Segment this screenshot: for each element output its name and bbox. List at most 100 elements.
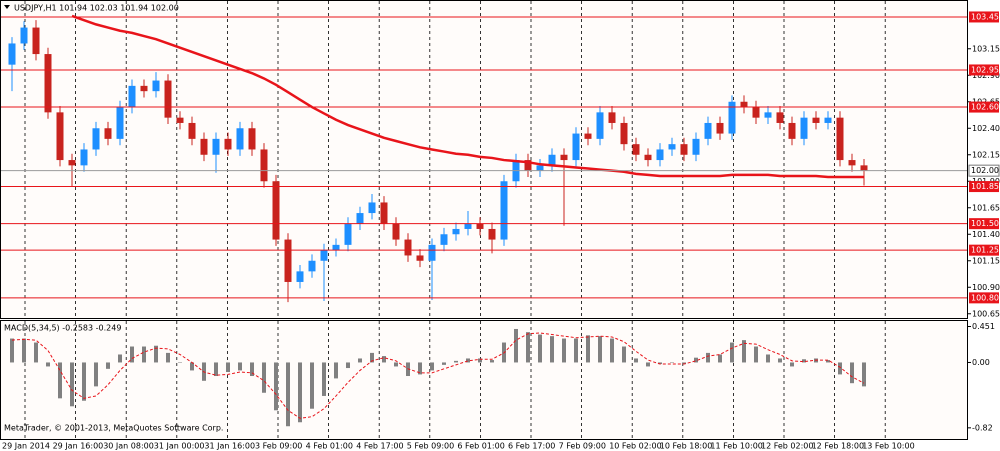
candle-body: [56, 112, 64, 161]
candle-body: [752, 107, 760, 118]
footer: MetaTrader, © 2001-2013, MetaQuotes Soft…: [4, 424, 223, 433]
x-tick-label: 31 Jan 00:00: [154, 442, 205, 451]
histogram-bar: [94, 362, 98, 387]
candle-body: [764, 112, 772, 118]
candle-body: [368, 202, 376, 214]
candle-body: [284, 239, 292, 282]
histogram-bar: [82, 362, 86, 401]
x-tick-label: 29 Jan 16:00: [53, 442, 104, 451]
x-tick-label: 10 Feb 02:00: [609, 442, 661, 451]
candle-body: [8, 43, 16, 65]
histogram-bar: [226, 362, 230, 373]
histogram-bar: [382, 356, 386, 363]
candle-body: [740, 101, 748, 108]
x-tick-label: 31 Jan 16:00: [204, 442, 255, 451]
candle-body: [92, 128, 100, 150]
histogram-bar: [142, 346, 146, 363]
y-tick-label: 100.90: [972, 283, 1000, 292]
histogram-bar: [586, 335, 590, 363]
level-label: 100.80: [971, 293, 999, 302]
candle-body: [116, 107, 124, 139]
x-tick-label: 3 Feb 09:00: [255, 442, 302, 451]
candle-body: [104, 128, 112, 139]
price-panel: [0, 0, 968, 319]
y-tick-label: 101.15: [972, 256, 1000, 265]
histogram-bar: [514, 328, 518, 363]
histogram-bar: [298, 362, 302, 423]
histogram-bar: [574, 338, 578, 363]
candle-body: [452, 228, 460, 235]
y-tick-label: 0.451: [972, 322, 995, 331]
histogram-bar: [106, 362, 110, 369]
histogram-bar: [118, 354, 122, 363]
histogram-bar: [838, 362, 842, 375]
histogram-bar: [682, 362, 686, 365]
candle-body: [272, 181, 280, 240]
candle-body: [836, 117, 844, 161]
histogram-bar: [430, 362, 434, 371]
x-tick-label: 11 Feb 10:00: [710, 442, 762, 451]
histogram-bar: [58, 362, 62, 399]
histogram-bar: [598, 336, 602, 363]
histogram-bar: [466, 358, 470, 363]
histogram-bar: [22, 338, 26, 363]
histogram-bar: [214, 362, 218, 377]
candle-body: [548, 154, 556, 166]
candle-body: [188, 122, 196, 139]
menu-arrow[interactable]: [4, 5, 10, 9]
histogram-bar: [850, 362, 854, 384]
candle-body: [152, 80, 160, 92]
candle-body: [536, 165, 544, 171]
candle-body: [812, 117, 820, 123]
candle-body: [380, 202, 388, 224]
histogram-bar: [370, 352, 374, 363]
x-tick-label: 6 Feb 17:00: [508, 442, 555, 451]
candle-body: [320, 250, 328, 261]
level-label: 103.45: [971, 12, 999, 21]
candle-body: [44, 54, 52, 113]
candle-body: [308, 260, 316, 272]
histogram-bar: [658, 362, 662, 365]
candle-body: [20, 27, 28, 44]
histogram-bar: [670, 362, 674, 363]
histogram-bar: [526, 332, 530, 363]
signal-line: [11, 332, 865, 419]
candle-body: [404, 239, 412, 256]
histogram-bar: [154, 345, 158, 363]
candle-body: [68, 160, 76, 166]
candle-body: [848, 160, 856, 166]
histogram-bar: [478, 358, 482, 363]
histogram-bar: [550, 336, 554, 363]
level-label-box: [969, 11, 999, 23]
candle-body: [704, 122, 712, 139]
y-tick-label: -0.82: [972, 423, 993, 432]
histogram-bar: [286, 362, 290, 427]
candle-body: [32, 27, 40, 55]
candle-body: [248, 128, 256, 150]
level-label: 101.25: [971, 246, 999, 255]
x-tick-label: 30 Jan 08:00: [103, 442, 154, 451]
candle-body: [608, 112, 616, 123]
level-label-box: [969, 292, 999, 304]
histogram-bar: [754, 346, 758, 363]
histogram-bar: [334, 362, 338, 379]
candle-body: [164, 80, 172, 118]
chart-title: USDJPY,H1 101.94 102.03 101.94 102.00: [14, 4, 179, 13]
candle-body: [356, 213, 364, 224]
candle-body: [596, 112, 604, 139]
candle-body: [668, 144, 676, 150]
candle-body: [224, 138, 232, 150]
candle-body: [776, 112, 784, 123]
level-label: 102.60: [971, 103, 999, 112]
histogram-bar: [418, 362, 422, 375]
histogram-bar: [766, 354, 770, 363]
x-tick-label: 4 Feb 01:00: [306, 442, 353, 451]
candle-body: [344, 223, 352, 245]
x-tick-label: 13 Feb 10:00: [862, 442, 914, 451]
x-tick-label: 7 Feb 09:00: [559, 442, 606, 451]
histogram-bar: [442, 362, 446, 365]
level-label-box: [969, 181, 999, 193]
histogram-bar: [562, 338, 566, 363]
level-label: 101.50: [971, 219, 999, 228]
macd-title: MACD(5,34,5) -0.2583 -0.249: [4, 324, 121, 333]
